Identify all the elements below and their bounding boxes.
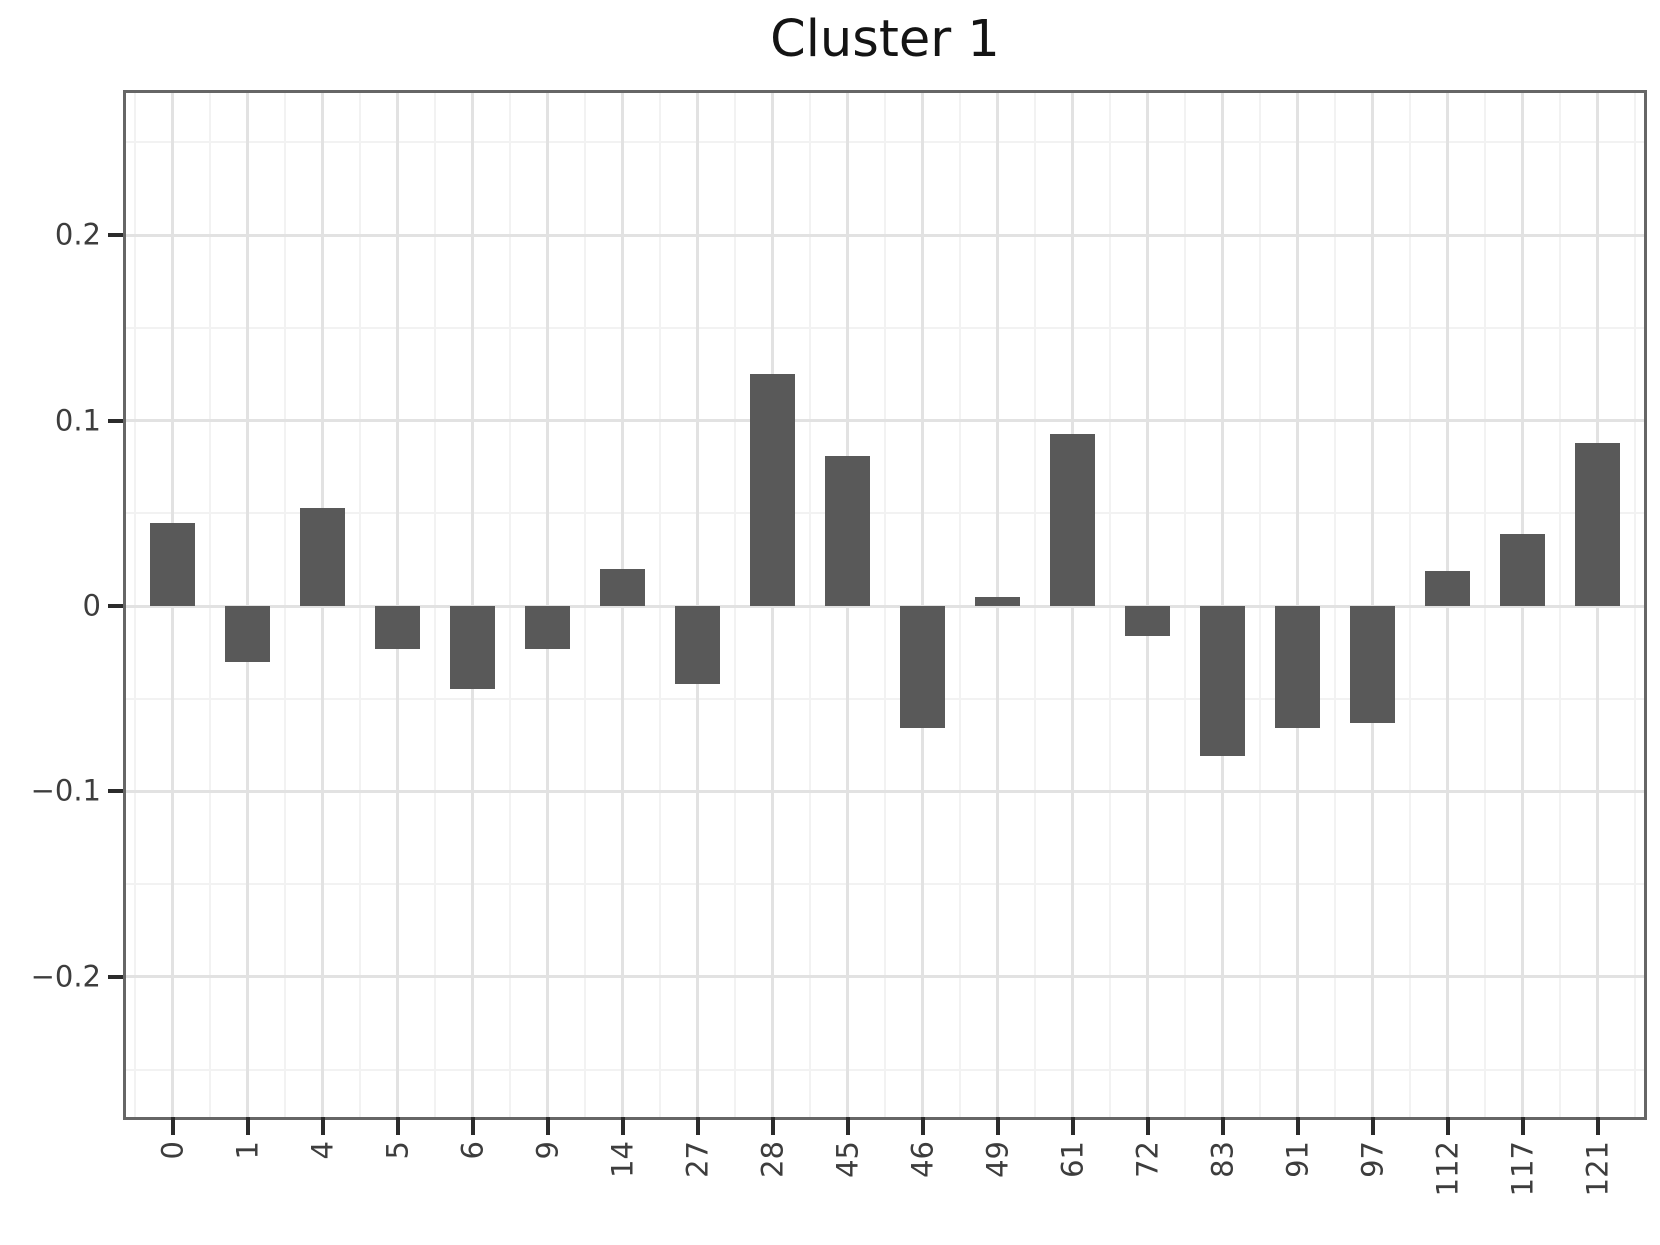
- x-tick: [1595, 1117, 1600, 1135]
- bar-61: [1050, 433, 1095, 606]
- x-tick: [770, 1117, 775, 1135]
- gridline-major-vertical: [1296, 93, 1299, 1117]
- x-tick-label: 4: [305, 1141, 339, 1160]
- x-tick: [1295, 1117, 1300, 1135]
- x-tick-label: 91: [1280, 1141, 1314, 1178]
- y-tick-label: −0.1: [30, 773, 101, 808]
- x-tick: [620, 1117, 625, 1135]
- y-tick-label: 0.2: [54, 217, 101, 252]
- x-tick-label: 6: [455, 1141, 489, 1160]
- y-tick-label: −0.2: [30, 959, 101, 994]
- x-tick: [920, 1117, 925, 1135]
- x-tick-label: 46: [905, 1141, 939, 1178]
- y-tick: [108, 604, 123, 609]
- x-tick: [1220, 1117, 1225, 1135]
- y-tick: [108, 974, 123, 979]
- bar-117: [1500, 533, 1545, 606]
- gridline-major-horizontal: [126, 604, 1644, 608]
- x-tick-label: 121: [1580, 1141, 1614, 1197]
- x-tick: [245, 1117, 250, 1135]
- bar-6: [450, 606, 495, 690]
- x-tick-label: 1: [230, 1141, 264, 1160]
- bar-14: [600, 568, 645, 607]
- gridline-major-vertical: [396, 93, 399, 1117]
- gridline-major-horizontal: [126, 419, 1644, 423]
- bar-97: [1350, 606, 1395, 723]
- y-tick: [108, 789, 123, 794]
- x-tick-label: 5: [380, 1141, 414, 1160]
- gridline-major-vertical: [1146, 93, 1149, 1117]
- gridline-major-horizontal: [126, 789, 1644, 793]
- x-tick-label: 83: [1205, 1141, 1239, 1178]
- gridline-major-vertical: [1221, 93, 1224, 1117]
- bar-28: [750, 374, 795, 606]
- bar-0: [150, 522, 195, 606]
- y-tick-label: 0.1: [54, 403, 101, 438]
- x-tick: [1520, 1117, 1525, 1135]
- bar-121: [1575, 442, 1620, 606]
- bar-91: [1275, 606, 1320, 729]
- x-tick: [170, 1117, 175, 1135]
- bar-49: [975, 596, 1020, 606]
- bar-27: [675, 606, 720, 684]
- bar-83: [1200, 606, 1245, 757]
- x-tick: [1370, 1117, 1375, 1135]
- bar-45: [825, 455, 870, 606]
- x-tick-label: 0: [155, 1141, 189, 1160]
- bar-46: [900, 606, 945, 729]
- x-tick: [1145, 1117, 1150, 1135]
- x-tick-label: 72: [1130, 1141, 1164, 1178]
- gridline-major-horizontal: [126, 233, 1644, 237]
- bar-5: [375, 606, 420, 649]
- gridline-major-vertical: [546, 93, 549, 1117]
- gridline-major-vertical: [921, 93, 924, 1117]
- x-tick: [995, 1117, 1000, 1135]
- bar-72: [1125, 606, 1170, 636]
- y-tick: [108, 233, 123, 238]
- x-tick: [395, 1117, 400, 1135]
- gridline-major-horizontal: [126, 975, 1644, 979]
- x-tick-label: 9: [530, 1141, 564, 1160]
- x-tick-label: 14: [605, 1141, 639, 1178]
- x-tick: [845, 1117, 850, 1135]
- gridline-major-vertical: [696, 93, 699, 1117]
- x-tick-label: 117: [1505, 1141, 1539, 1197]
- gridline-major-vertical: [1371, 93, 1374, 1117]
- x-tick: [320, 1117, 325, 1135]
- x-tick-label: 49: [980, 1141, 1014, 1178]
- gridline-major-vertical: [246, 93, 249, 1117]
- x-tick: [545, 1117, 550, 1135]
- bar-9: [525, 606, 570, 649]
- chart-title: Cluster 1: [770, 10, 1000, 69]
- gridline-major-vertical: [471, 93, 474, 1117]
- x-tick-label: 28: [755, 1141, 789, 1178]
- x-tick-label: 27: [680, 1141, 714, 1178]
- bar-4: [300, 507, 345, 607]
- x-tick: [470, 1117, 475, 1135]
- x-tick-label: 97: [1355, 1141, 1389, 1178]
- x-tick-label: 61: [1055, 1141, 1089, 1178]
- plot-area: −0.2 −0.1 0 0.1 0.2 0 1 4 5 6 9 14 27 28 45 46 49 61 72 83 9…: [31, 90, 1647, 1196]
- y-tick: [108, 418, 123, 423]
- y-tick-label: 0: [82, 588, 101, 623]
- x-tick: [1445, 1117, 1450, 1135]
- x-tick-label: 45: [830, 1141, 864, 1178]
- bar-112: [1425, 570, 1470, 606]
- x-tick-label: 112: [1430, 1141, 1464, 1197]
- bar-1: [225, 606, 270, 662]
- x-tick: [695, 1117, 700, 1135]
- x-tick: [1070, 1117, 1075, 1135]
